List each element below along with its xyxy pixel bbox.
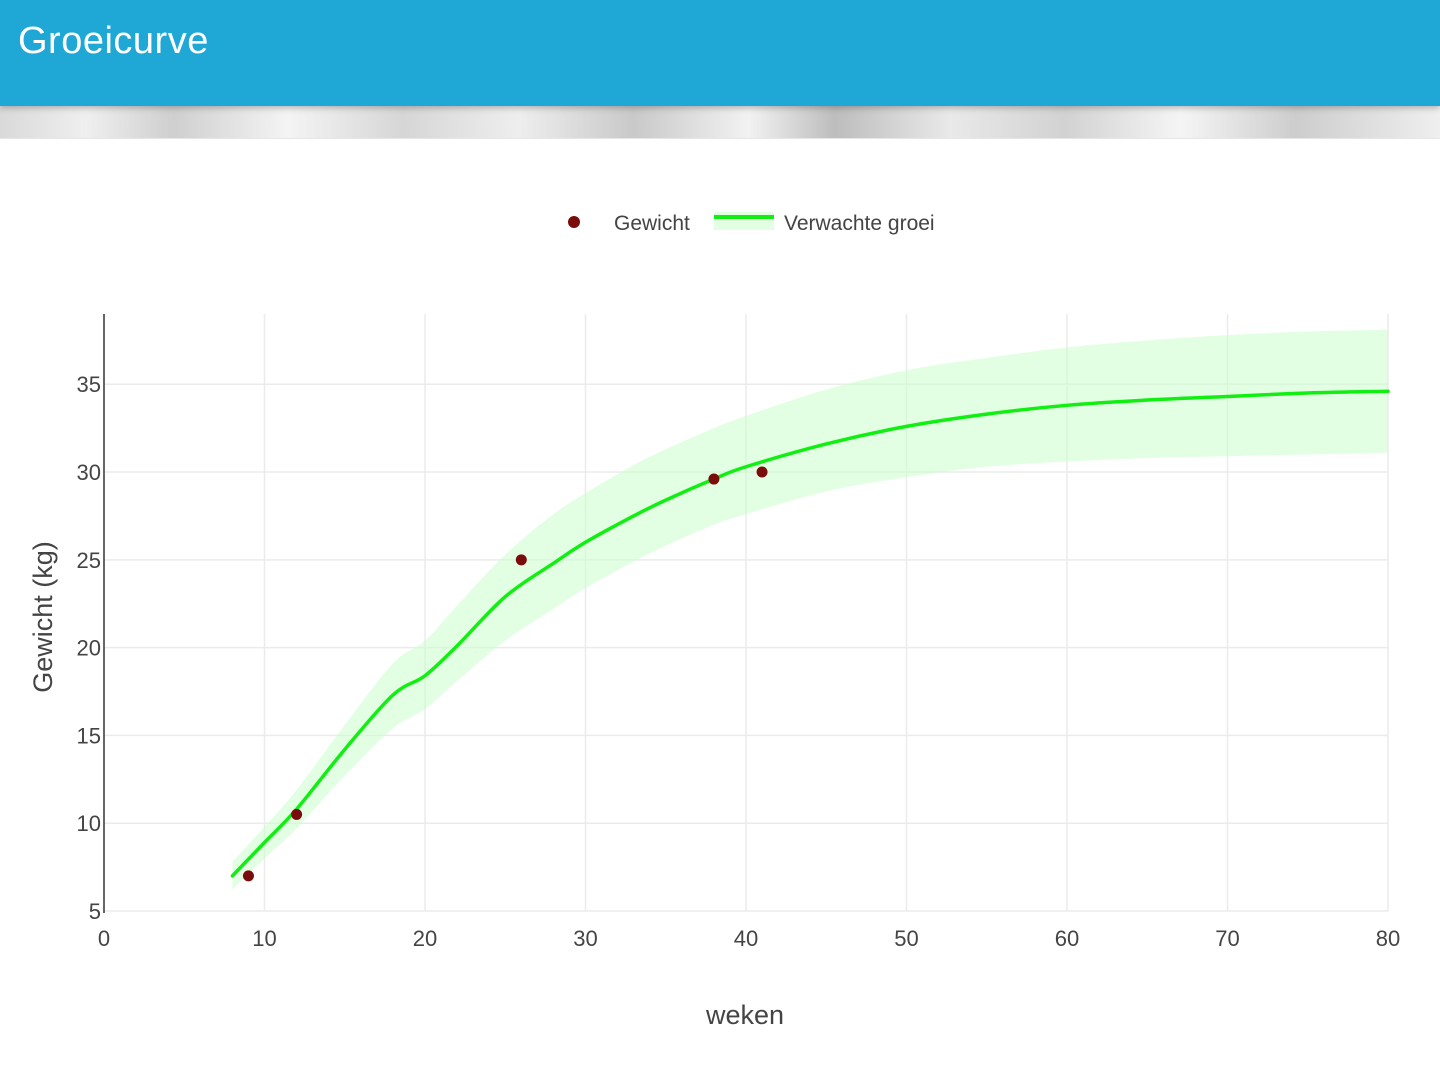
- y-tick-label: 35: [77, 372, 101, 397]
- x-axis-title: weken: [705, 1000, 784, 1030]
- chart-svg: 0 10 20 30 40 50 60 70 80 5 10 15 20 25 30 35 weken Gew…: [28, 212, 1401, 1030]
- expected-growth-line: [230, 389, 1390, 878]
- y-tick-label: 5: [89, 899, 101, 924]
- legend-label-verwachte-groei: Verwachte groei: [784, 212, 935, 235]
- y-tick-label: 20: [77, 636, 101, 661]
- weight-point[interactable]: [708, 473, 720, 485]
- x-tick-label: 0: [98, 926, 110, 951]
- app-header: Groeicurve: [0, 0, 1440, 106]
- weight-point[interactable]: [291, 808, 303, 820]
- legend-marker-gewicht: [568, 216, 580, 228]
- x-tick-label: 10: [252, 926, 276, 951]
- legend-label-gewicht: Gewicht: [614, 212, 690, 235]
- tick-labels: 0 10 20 30 40 50 60 70 80 5 10 15 20 25 30 35: [77, 372, 1401, 951]
- x-tick-label: 50: [894, 926, 918, 951]
- legend[interactable]: Gewicht Verwachte groei: [568, 212, 935, 235]
- y-tick-label: 25: [77, 548, 101, 573]
- y-tick-label: 30: [77, 460, 101, 485]
- growth-chart: 0 10 20 30 40 50 60 70 80 5 10 15 20 25 30 35 weken Gew…: [0, 139, 1440, 1066]
- x-tick-label: 70: [1215, 926, 1239, 951]
- weight-points: [242, 466, 768, 882]
- x-tick-label: 20: [413, 926, 437, 951]
- y-tick-label: 15: [77, 723, 101, 748]
- y-axis-title: Gewicht (kg): [28, 541, 58, 693]
- expected-growth-band: [232, 329, 1388, 890]
- legend-band-verwachte-groei: [714, 212, 774, 230]
- banner-image: [0, 106, 1440, 139]
- x-tick-label: 60: [1055, 926, 1079, 951]
- page-title: Groeicurve: [18, 20, 209, 62]
- x-tick-label: 80: [1376, 926, 1400, 951]
- expected-growth-curve: [230, 389, 1390, 878]
- expected-growth-band-area: [232, 329, 1388, 890]
- y-tick-label: 10: [77, 811, 101, 836]
- legend-item-verwachte-groei[interactable]: Verwachte groei: [714, 212, 935, 235]
- x-tick-label: 30: [573, 926, 597, 951]
- x-tick-label: 40: [734, 926, 758, 951]
- weight-point[interactable]: [756, 466, 768, 478]
- weight-point[interactable]: [515, 554, 527, 566]
- weight-point[interactable]: [242, 870, 254, 882]
- legend-item-gewicht[interactable]: Gewicht: [568, 212, 690, 235]
